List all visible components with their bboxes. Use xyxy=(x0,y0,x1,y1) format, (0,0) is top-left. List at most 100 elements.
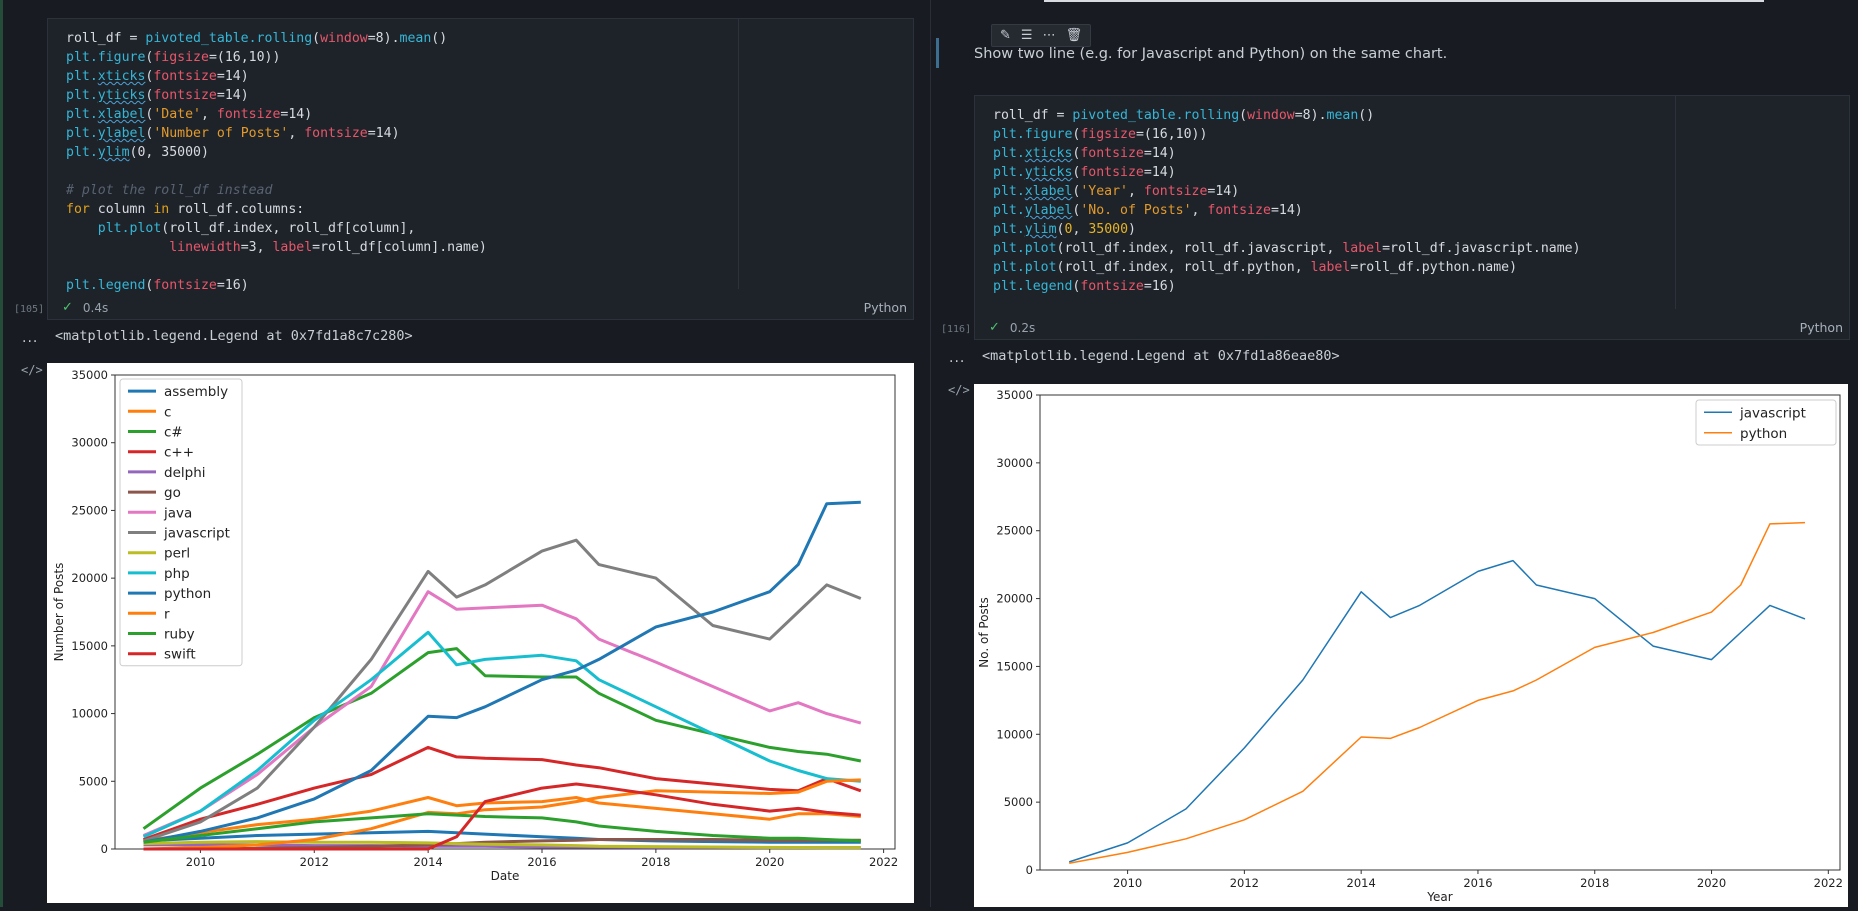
code-token: plt. xyxy=(993,184,1025,199)
legend-label: python xyxy=(1740,426,1787,442)
code-token: =16) xyxy=(216,278,249,293)
series-line-javascript xyxy=(143,538,862,843)
language-label[interactable]: Python xyxy=(1799,320,1843,335)
y-tick-label: 25000 xyxy=(996,524,1033,538)
code-token: 'No. of Posts' xyxy=(1080,203,1192,218)
more-icon[interactable]: ... xyxy=(22,330,39,346)
code-token: xlabel xyxy=(1024,184,1073,199)
code-token: plt.legend xyxy=(993,279,1073,294)
x-tick-label: 2022 xyxy=(869,855,898,869)
cell-border-top xyxy=(1044,0,1764,2)
legend-label: swift xyxy=(164,647,196,663)
legend-label: javascript xyxy=(1739,405,1806,421)
series-line-python xyxy=(143,500,861,844)
code-icon[interactable]: </> xyxy=(21,363,43,377)
code-token: yticks xyxy=(1024,165,1073,180)
y-tick-label: 30000 xyxy=(996,456,1033,470)
pencil-icon[interactable]: ✎ xyxy=(1000,28,1011,43)
code-token: figsize xyxy=(1080,127,1136,142)
legend-label: go xyxy=(164,485,181,501)
code-line: plt.legend(fontsize=16) xyxy=(993,277,1581,296)
code-line: linewidth=3, label=roll_df[column].name) xyxy=(66,238,487,257)
code-cell-116[interactable]: roll_df = pivoted_table.rolling(window=8… xyxy=(974,95,1850,340)
series-line-c# xyxy=(142,647,862,830)
code-line: plt.ylabel('Number of Posts', fontsize=1… xyxy=(66,124,487,143)
code-token: plt. xyxy=(993,222,1025,237)
y-tick-label: 5000 xyxy=(1004,795,1033,809)
legend-label: ruby xyxy=(164,627,195,643)
code-token: ). xyxy=(1310,108,1327,123)
x-tick-label: 2010 xyxy=(186,855,215,869)
code-line: plt.figure(figsize=(16,10)) xyxy=(66,48,487,67)
code-token: xticks xyxy=(1024,146,1073,161)
code-line xyxy=(66,257,487,276)
code-token: plt. xyxy=(993,165,1025,180)
x-tick-label: 2020 xyxy=(1697,876,1726,890)
code-line: plt.plot(roll_df.index, roll_df[column], xyxy=(66,219,487,238)
x-tick-label: 2012 xyxy=(1230,876,1259,890)
code-token: =14) xyxy=(1270,203,1303,218)
code-token: =14) xyxy=(1143,165,1176,180)
series-line-php xyxy=(142,630,861,839)
y-tick-label: 35000 xyxy=(71,368,108,382)
code-token: =14) xyxy=(216,69,249,84)
line-chart-javascript-python: 0 5000 10000 15000 20000 25000 30000 35000 2010 2… xyxy=(977,388,1843,904)
y-tick-label: 10000 xyxy=(996,727,1033,741)
code-token: xticks xyxy=(97,69,146,84)
x-tick-label: 2022 xyxy=(1814,876,1843,890)
language-label[interactable]: Python xyxy=(863,300,907,315)
output-text: <matplotlib.legend.Legend at 0x7fd1a86ea… xyxy=(982,348,1340,364)
code-token: plt. xyxy=(993,146,1025,161)
code-icon[interactable]: </> xyxy=(948,383,970,397)
code-token: =(16,10)) xyxy=(208,50,281,65)
list-icon[interactable]: ☰ xyxy=(1020,28,1033,43)
code-line: plt.ylim(0, 35000) xyxy=(993,220,1581,239)
more-icon[interactable]: ... xyxy=(949,350,966,366)
legend-box xyxy=(1695,399,1837,446)
code-token: plt. xyxy=(66,145,98,160)
cell-status: ✓ 0.4s xyxy=(62,300,108,315)
series-line-ruby xyxy=(143,812,861,844)
code-token: 'Year' xyxy=(1080,184,1128,199)
code-line: roll_df = pivoted_table.rolling(window=8… xyxy=(993,106,1581,125)
trash-icon[interactable]: 🗑 xyxy=(1065,28,1083,43)
plot-frame xyxy=(114,374,896,850)
code-token: ( xyxy=(145,69,154,84)
code-token: () xyxy=(1358,108,1375,123)
code-token: , xyxy=(1072,222,1089,237)
code-editor[interactable]: roll_df = pivoted_table.rolling(window=8… xyxy=(993,106,1581,296)
y-tick-label: 0 xyxy=(1026,863,1033,877)
code-token: fontsize xyxy=(1080,279,1144,294)
code-token: =(16,10)) xyxy=(1135,127,1208,142)
code-token: in xyxy=(153,202,170,217)
x-tick-label: 2014 xyxy=(1347,876,1376,890)
x-tick-label: 2018 xyxy=(1580,876,1609,890)
code-token: fontsize xyxy=(1207,203,1271,218)
code-editor[interactable]: roll_df = pivoted_table.rolling(window=8… xyxy=(66,29,487,295)
code-token: label xyxy=(1310,260,1351,275)
code-token: fontsize xyxy=(216,107,281,122)
legend-label: c++ xyxy=(164,445,194,461)
legend-box xyxy=(119,378,243,667)
code-cell-105[interactable]: roll_df = pivoted_table.rolling(window=8… xyxy=(47,18,914,320)
x-tick-label: 2018 xyxy=(641,855,670,869)
code-token: ( xyxy=(1072,184,1081,199)
more-icon[interactable]: ⋯ xyxy=(1042,28,1056,43)
code-token: ( xyxy=(1056,222,1065,237)
code-token: =3, xyxy=(240,240,273,255)
code-line: plt.legend(fontsize=16) xyxy=(66,276,487,295)
legend-label: c xyxy=(164,404,171,420)
code-token: =roll_df.python.name) xyxy=(1350,260,1518,275)
code-token: roll_df.columns: xyxy=(169,202,305,217)
execution-count: [105] xyxy=(14,304,45,315)
code-line: for column in roll_df.columns: xyxy=(66,200,487,219)
code-token: ( xyxy=(145,107,154,122)
code-token: , xyxy=(201,107,217,122)
code-token: , xyxy=(1128,184,1144,199)
y-tick-label: 0 xyxy=(101,842,108,856)
x-tick-label: 2012 xyxy=(300,855,329,869)
code-token: ( xyxy=(1072,165,1081,180)
code-token: ylabel xyxy=(1024,203,1073,218)
code-token: ylim xyxy=(1024,222,1057,237)
code-token: 0 xyxy=(1064,222,1073,237)
